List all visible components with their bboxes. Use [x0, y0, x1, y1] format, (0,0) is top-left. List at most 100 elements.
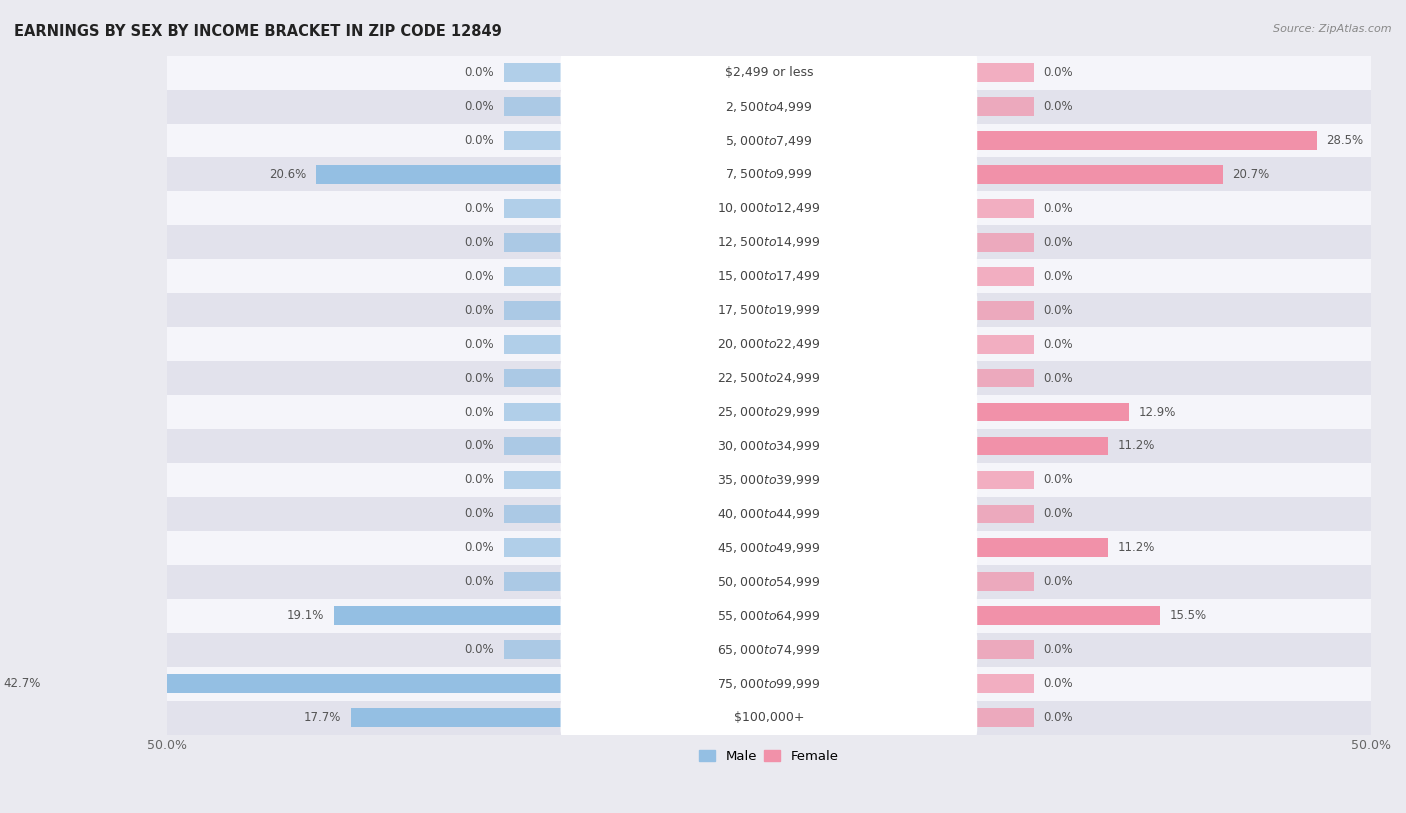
Text: 0.0%: 0.0%: [465, 576, 495, 589]
Text: 0.0%: 0.0%: [465, 372, 495, 385]
Bar: [973, 402, 1129, 421]
Bar: [167, 633, 1371, 667]
FancyBboxPatch shape: [561, 628, 977, 671]
Bar: [503, 437, 564, 455]
Text: 0.0%: 0.0%: [1043, 66, 1073, 79]
Bar: [167, 667, 1371, 701]
Bar: [503, 199, 564, 218]
Text: $2,499 or less: $2,499 or less: [724, 66, 813, 79]
Bar: [167, 124, 1371, 158]
Text: 20.7%: 20.7%: [1233, 168, 1270, 181]
Bar: [973, 199, 1033, 218]
Text: Source: ZipAtlas.com: Source: ZipAtlas.com: [1274, 24, 1392, 34]
FancyBboxPatch shape: [561, 120, 977, 162]
Text: $75,000 to $99,999: $75,000 to $99,999: [717, 676, 821, 690]
Text: 0.0%: 0.0%: [465, 337, 495, 350]
Text: $35,000 to $39,999: $35,000 to $39,999: [717, 473, 821, 487]
Bar: [167, 565, 1371, 598]
Bar: [503, 98, 564, 116]
Text: 0.0%: 0.0%: [1043, 304, 1073, 317]
Bar: [973, 471, 1033, 489]
FancyBboxPatch shape: [561, 424, 977, 467]
Bar: [503, 505, 564, 524]
Bar: [167, 225, 1371, 259]
Text: 0.0%: 0.0%: [465, 270, 495, 283]
Bar: [167, 293, 1371, 327]
Bar: [167, 429, 1371, 463]
Text: 0.0%: 0.0%: [465, 507, 495, 520]
Bar: [167, 259, 1371, 293]
Text: 28.5%: 28.5%: [1326, 134, 1364, 147]
Text: 42.7%: 42.7%: [3, 677, 41, 690]
Text: $30,000 to $34,999: $30,000 to $34,999: [717, 439, 821, 453]
Text: 11.2%: 11.2%: [1118, 541, 1156, 554]
FancyBboxPatch shape: [561, 221, 977, 263]
Bar: [167, 55, 1371, 89]
Bar: [503, 641, 564, 659]
Bar: [973, 369, 1033, 388]
Text: 15.5%: 15.5%: [1170, 609, 1206, 622]
Text: 0.0%: 0.0%: [1043, 507, 1073, 520]
Text: 0.0%: 0.0%: [465, 304, 495, 317]
Text: $50,000 to $54,999: $50,000 to $54,999: [717, 575, 821, 589]
Bar: [973, 674, 1033, 693]
Bar: [503, 335, 564, 354]
Text: 0.0%: 0.0%: [1043, 677, 1073, 690]
Bar: [503, 233, 564, 252]
Bar: [973, 505, 1033, 524]
Text: 0.0%: 0.0%: [1043, 711, 1073, 724]
FancyBboxPatch shape: [561, 51, 977, 93]
Bar: [503, 63, 564, 82]
Bar: [167, 598, 1371, 633]
Text: 0.0%: 0.0%: [465, 440, 495, 453]
Text: $55,000 to $64,999: $55,000 to $64,999: [717, 609, 821, 623]
Bar: [503, 572, 564, 591]
Bar: [167, 191, 1371, 225]
Text: 0.0%: 0.0%: [1043, 202, 1073, 215]
Bar: [973, 233, 1033, 252]
Bar: [167, 327, 1371, 361]
Text: 0.0%: 0.0%: [465, 643, 495, 656]
Text: 0.0%: 0.0%: [1043, 372, 1073, 385]
Text: $15,000 to $17,499: $15,000 to $17,499: [717, 269, 821, 283]
Text: 17.7%: 17.7%: [304, 711, 342, 724]
FancyBboxPatch shape: [561, 493, 977, 535]
Text: $20,000 to $22,499: $20,000 to $22,499: [717, 337, 821, 351]
Text: 0.0%: 0.0%: [1043, 473, 1073, 486]
Text: $40,000 to $44,999: $40,000 to $44,999: [717, 506, 821, 521]
Bar: [167, 158, 1371, 191]
Text: 0.0%: 0.0%: [1043, 236, 1073, 249]
Bar: [503, 369, 564, 388]
Text: 19.1%: 19.1%: [287, 609, 325, 622]
Bar: [973, 437, 1108, 455]
Bar: [973, 301, 1033, 320]
Bar: [503, 301, 564, 320]
Text: $10,000 to $12,499: $10,000 to $12,499: [717, 202, 821, 215]
Bar: [167, 361, 1371, 395]
FancyBboxPatch shape: [561, 560, 977, 603]
FancyBboxPatch shape: [561, 527, 977, 569]
Bar: [973, 98, 1033, 116]
Text: $5,000 to $7,499: $5,000 to $7,499: [725, 133, 813, 147]
FancyBboxPatch shape: [561, 663, 977, 705]
Text: 12.9%: 12.9%: [1139, 406, 1175, 419]
Bar: [503, 267, 564, 285]
Bar: [973, 606, 1160, 625]
Bar: [973, 131, 1317, 150]
Text: $65,000 to $74,999: $65,000 to $74,999: [717, 642, 821, 657]
Bar: [973, 165, 1223, 184]
Text: 0.0%: 0.0%: [465, 236, 495, 249]
Text: $22,500 to $24,999: $22,500 to $24,999: [717, 371, 821, 385]
Bar: [973, 335, 1033, 354]
Text: 0.0%: 0.0%: [465, 473, 495, 486]
Text: $17,500 to $19,999: $17,500 to $19,999: [717, 303, 821, 317]
Text: 0.0%: 0.0%: [1043, 576, 1073, 589]
Bar: [352, 708, 564, 727]
Bar: [503, 538, 564, 557]
FancyBboxPatch shape: [561, 323, 977, 365]
Bar: [335, 606, 564, 625]
Bar: [51, 674, 564, 693]
FancyBboxPatch shape: [561, 187, 977, 229]
Text: 0.0%: 0.0%: [465, 202, 495, 215]
Text: 0.0%: 0.0%: [465, 66, 495, 79]
